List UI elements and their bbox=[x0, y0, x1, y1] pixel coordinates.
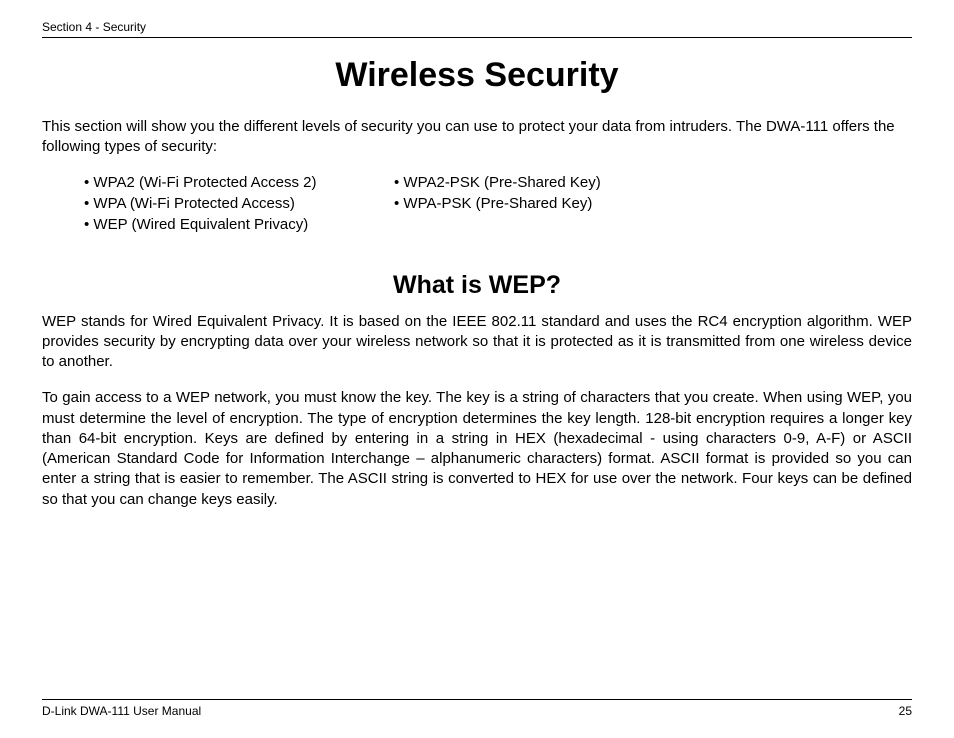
body-paragraph: To gain access to a WEP network, you mus… bbox=[42, 388, 912, 510]
list-item: • WPA (Wi-Fi Protected Access) bbox=[84, 193, 394, 214]
body-paragraph: WEP stands for Wired Equivalent Privacy.… bbox=[42, 312, 912, 373]
page-title: Wireless Security bbox=[42, 56, 912, 95]
list-item: • WPA2 (Wi-Fi Protected Access 2) bbox=[84, 172, 394, 193]
section-heading: What is WEP? bbox=[42, 271, 912, 300]
footer-manual-name: D-Link DWA-111 User Manual bbox=[42, 704, 201, 718]
list-item: • WEP (Wired Equivalent Privacy) bbox=[84, 214, 394, 235]
list-item: • WPA2-PSK (Pre-Shared Key) bbox=[394, 172, 601, 193]
security-types-list: • WPA2 (Wi-Fi Protected Access 2) • WPA … bbox=[84, 172, 912, 235]
list-item: • WPA-PSK (Pre-Shared Key) bbox=[394, 193, 601, 214]
footer-page-number: 25 bbox=[899, 704, 912, 718]
header-section-label: Section 4 - Security bbox=[42, 20, 912, 38]
intro-paragraph: This section will show you the different… bbox=[42, 117, 912, 158]
page-footer: D-Link DWA-111 User Manual 25 bbox=[42, 699, 912, 718]
